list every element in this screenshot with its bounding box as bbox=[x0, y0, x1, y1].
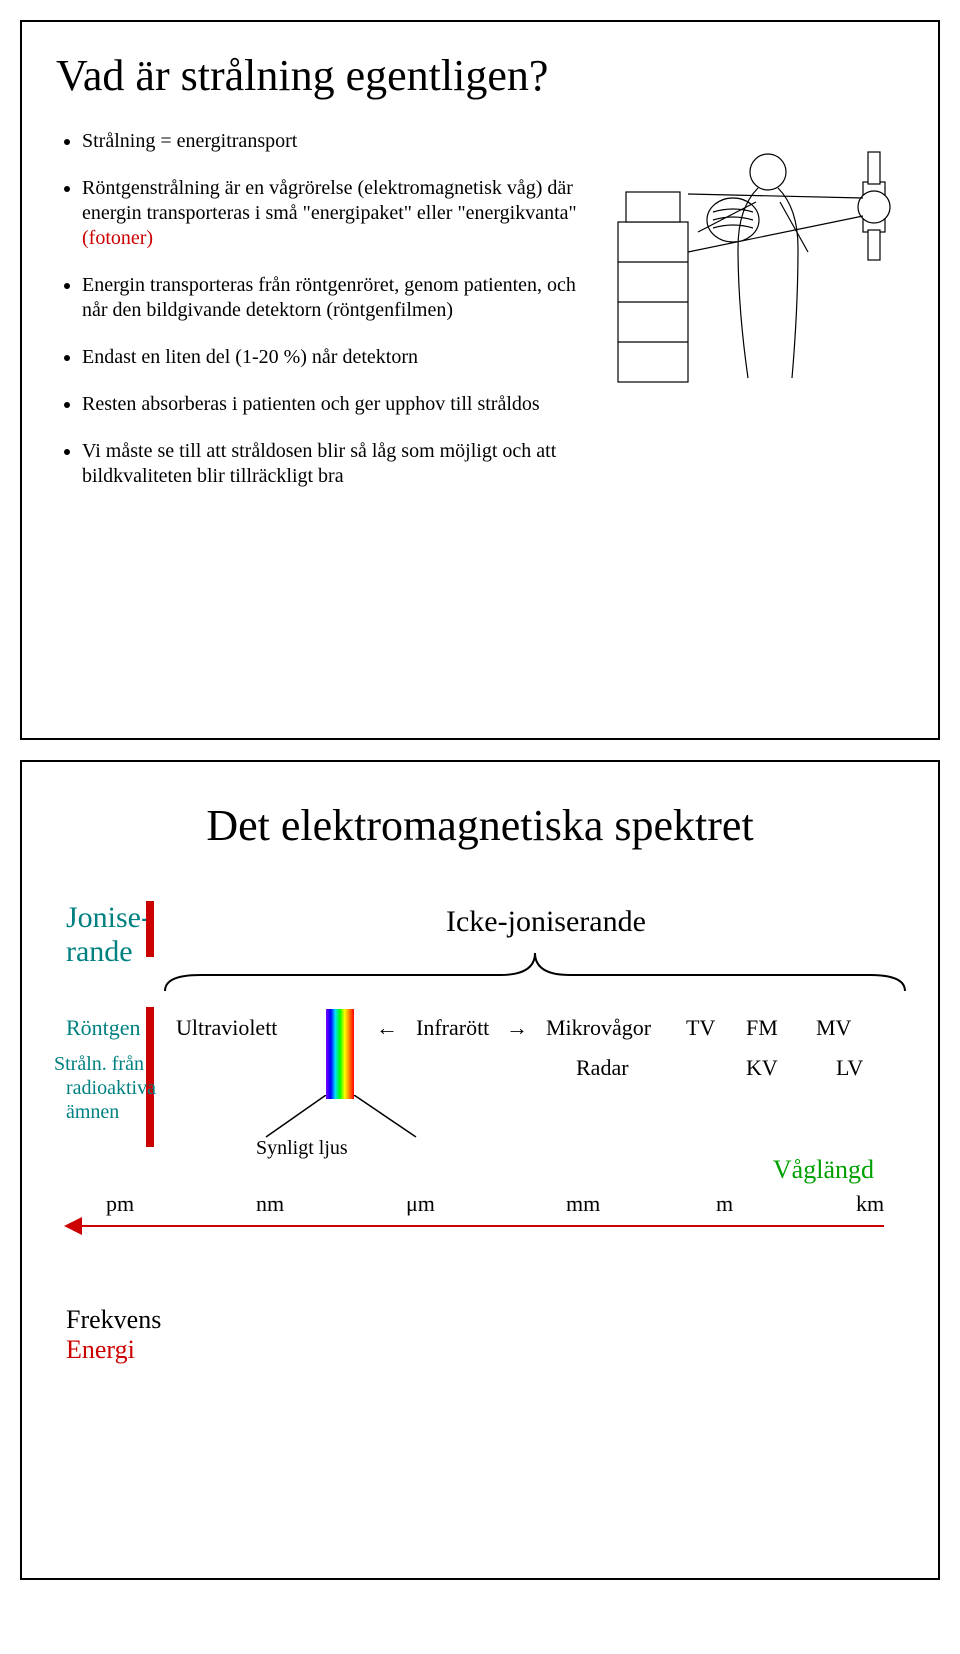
ionizing-divider-bar bbox=[146, 901, 154, 957]
label-ir: Infrarött bbox=[416, 1015, 489, 1041]
label-lv: LV bbox=[836, 1055, 863, 1081]
xray-diagram-icon bbox=[608, 132, 908, 392]
slide2-title: Det elektromagnetiska spektret bbox=[56, 800, 904, 851]
bullet-4: Endast en liten del (1-20 %) når detekto… bbox=[82, 345, 602, 370]
label-frekvens: Frekvens bbox=[66, 1305, 894, 1335]
bullet-3: Energin transporteras från röntgenröret,… bbox=[82, 273, 602, 323]
bullet-2-red: (fotoner) bbox=[82, 227, 153, 249]
label-straln-3: ämnen bbox=[66, 1101, 119, 1124]
unit-km: km bbox=[856, 1191, 884, 1217]
non-ionizing-label: Icke-joniserande bbox=[446, 905, 646, 939]
bullet-2: Röntgenstrålning är en vågrörelse (elekt… bbox=[82, 176, 602, 251]
label-arrow-right: → bbox=[506, 1015, 528, 1041]
label-straln-2: radioaktiva bbox=[66, 1077, 156, 1100]
visible-light-rainbow bbox=[326, 1009, 354, 1099]
label-kv: KV bbox=[746, 1055, 778, 1081]
footer-row: Frekvens Energi bbox=[66, 1305, 894, 1365]
unit-um: μm bbox=[406, 1191, 435, 1217]
bullet-2-text: Röntgenstrålning är en vågrörelse (elekt… bbox=[82, 177, 577, 224]
spectrum-categories: Röntgen Ultraviolett ← Infrarött → Mikro… bbox=[66, 1015, 894, 1155]
label-rontgen: Röntgen bbox=[66, 1015, 141, 1041]
axis-arrow-line bbox=[66, 1225, 884, 1227]
wavelength-axis: Våglängd pm nm μm mm m km bbox=[66, 1155, 894, 1275]
unit-nm: nm bbox=[256, 1191, 284, 1217]
bullet-5: Resten absorberas i patienten och ger up… bbox=[82, 392, 602, 417]
bullet-1: Strålning = energitransport bbox=[82, 129, 602, 154]
unit-m: m bbox=[716, 1191, 733, 1217]
label-straln-1: Stråln. från bbox=[54, 1053, 144, 1076]
ioniz-l1: Jonise- bbox=[66, 901, 151, 934]
slide-1: Vad är strålning egentligen? Strålning =… bbox=[20, 20, 940, 740]
label-tv: TV bbox=[686, 1015, 715, 1041]
unit-mm: mm bbox=[566, 1191, 600, 1217]
label-arrow-left: ← bbox=[376, 1015, 398, 1041]
label-fm: FM bbox=[746, 1015, 778, 1041]
label-mv: MV bbox=[816, 1015, 851, 1041]
label-energi: Energi bbox=[66, 1335, 894, 1365]
ioniz-l2: rande bbox=[66, 935, 133, 968]
slide1-title: Vad är strålning egentligen? bbox=[56, 50, 904, 101]
ionizing-label: Jonise- rande bbox=[66, 901, 151, 969]
slide1-bullets: Strålning = energitransport Röntgenstrål… bbox=[56, 129, 602, 489]
bullet-6: Vi måste se till att stråldosen blir så … bbox=[82, 439, 602, 489]
label-radar: Radar bbox=[576, 1055, 629, 1081]
unit-pm: pm bbox=[106, 1191, 134, 1217]
label-mikro: Mikrovågor bbox=[546, 1015, 651, 1041]
slide-2: Det elektromagnetiska spektret Jonise- r… bbox=[20, 760, 940, 1580]
visible-light-lines bbox=[256, 1095, 426, 1141]
bracket-icon bbox=[160, 947, 910, 995]
ionizing-row: Jonise- rande Icke-joniserande bbox=[66, 901, 894, 991]
label-uv: Ultraviolett bbox=[176, 1015, 277, 1041]
label-vaglangd: Våglängd bbox=[773, 1155, 874, 1185]
